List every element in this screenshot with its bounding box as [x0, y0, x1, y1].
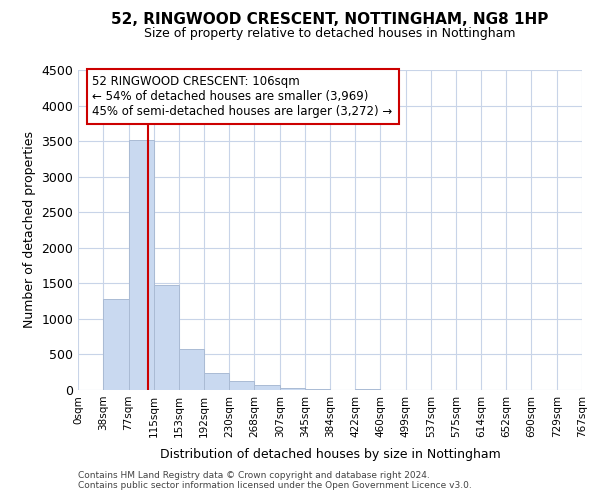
- Text: 52 RINGWOOD CRESCENT: 106sqm
← 54% of detached houses are smaller (3,969)
45% of: 52 RINGWOOD CRESCENT: 106sqm ← 54% of de…: [92, 75, 393, 118]
- Text: Size of property relative to detached houses in Nottingham: Size of property relative to detached ho…: [144, 28, 516, 40]
- Bar: [355, 388, 380, 390]
- X-axis label: Distribution of detached houses by size in Nottingham: Distribution of detached houses by size …: [160, 448, 500, 461]
- Text: Contains public sector information licensed under the Open Government Licence v3: Contains public sector information licen…: [78, 481, 472, 490]
- Bar: [229, 381, 254, 390]
- Text: Contains HM Land Registry data © Crown copyright and database right 2024.: Contains HM Land Registry data © Crown c…: [78, 471, 430, 480]
- Bar: [280, 388, 305, 390]
- Bar: [254, 384, 280, 390]
- Bar: [204, 373, 229, 390]
- Y-axis label: Number of detached properties: Number of detached properties: [23, 132, 36, 328]
- Text: 52, RINGWOOD CRESCENT, NOTTINGHAM, NG8 1HP: 52, RINGWOOD CRESCENT, NOTTINGHAM, NG8 1…: [112, 12, 548, 28]
- Bar: [179, 350, 204, 390]
- Bar: [128, 140, 154, 390]
- Bar: [103, 299, 128, 390]
- Bar: [154, 285, 179, 390]
